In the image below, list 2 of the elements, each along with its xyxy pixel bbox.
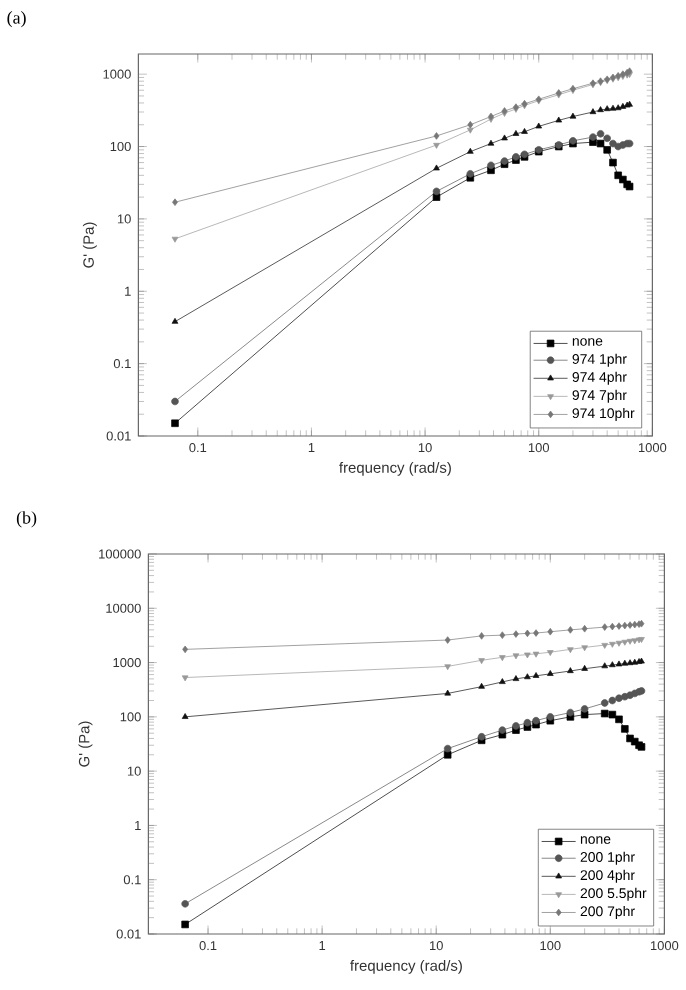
- chart-title: (a): [7, 11, 27, 28]
- chart-title: (b): [17, 511, 37, 528]
